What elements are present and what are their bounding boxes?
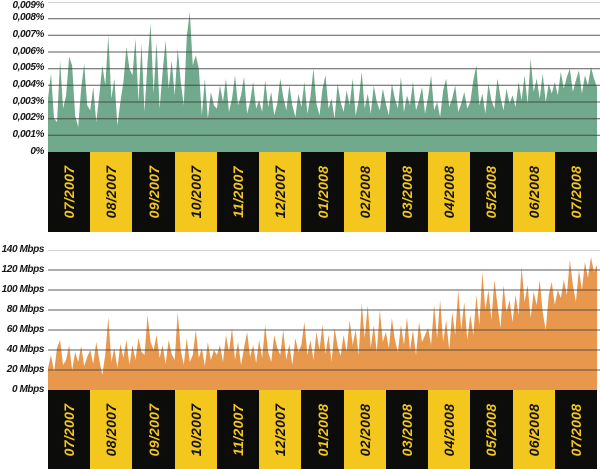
x-axis-month-label: 02/2008 (356, 403, 373, 456)
x-axis-month-block: 07/2007 (48, 390, 91, 469)
x-axis-month-block: 09/2007 (132, 152, 175, 232)
x-axis-month-block: 06/2008 (512, 152, 555, 232)
x-axis-month-label: 05/2008 (483, 403, 500, 456)
x-axis-month-label: 04/2008 (441, 165, 458, 219)
x-axis-month-block: 12/2007 (259, 152, 302, 232)
x-axis-month-label: 04/2008 (441, 403, 458, 456)
y-tick-label: 0,007% (12, 28, 44, 40)
x-axis-month-label: 03/2008 (398, 165, 415, 219)
packet-loss-percent-plot-area (48, 2, 600, 152)
y-tick-label: 120 Mbps (1, 263, 45, 275)
x-axis-month-block: 03/2008 (385, 152, 429, 232)
x-axis-month-block: 04/2008 (428, 152, 471, 232)
x-axis-month-block: 01/2008 (301, 390, 344, 469)
y-tick-label: 60 Mbps (6, 323, 45, 335)
x-axis-month-block: 02/2008 (343, 390, 386, 469)
x-axis-month-label: 10/2007 (187, 403, 204, 456)
x-axis-month-label: 07/2008 (567, 165, 584, 219)
x-axis-month-block: 08/2007 (90, 152, 133, 232)
x-axis-month-label: 10/2007 (187, 165, 204, 219)
x-axis-month-block: 02/2008 (343, 152, 386, 232)
x-axis-month-label: 09/2007 (145, 165, 162, 219)
y-tick-label: 0,001% (12, 128, 44, 140)
x-axis-month-label: 07/2007 (61, 165, 78, 219)
x-axis-month-label: 08/2007 (103, 165, 120, 219)
x-axis-month-block: 11/2007 (216, 152, 260, 232)
x-axis-month-label: 02/2008 (356, 165, 373, 219)
y-tick-label: 140 Mbps (1, 243, 45, 255)
x-axis-month-block: 04/2008 (428, 390, 471, 469)
x-axis-month-block: 07/2008 (554, 152, 598, 232)
x-axis-month-block: 01/2008 (301, 152, 344, 232)
y-tick-label: 0,005% (12, 62, 44, 74)
x-axis-month-block: 12/2007 (259, 390, 302, 469)
x-axis-month-label: 12/2007 (272, 403, 289, 456)
x-axis-month-label: 11/2007 (230, 166, 247, 218)
throughput-mbps-plot-area (48, 250, 600, 390)
x-axis-month-label: 06/2008 (525, 403, 542, 456)
x-axis-month-label: 11/2007 (230, 403, 247, 456)
y-tick-label: 0,003% (12, 95, 44, 107)
x-axis-month-label: 01/2008 (314, 165, 331, 219)
y-tick-label: 0,006% (12, 45, 44, 57)
y-tick-label: 80 Mbps (6, 303, 45, 315)
packet-loss-percent-x-axis: 07/2007 08/2007 09/2007 10/2007 11/2007 12/20… (48, 152, 598, 232)
x-axis-month-block: 05/2008 (470, 390, 513, 469)
x-axis-month-block: 10/2007 (174, 390, 217, 469)
x-axis-month-block: 07/2008 (554, 390, 598, 469)
x-axis-month-block: 05/2008 (470, 152, 513, 232)
x-axis-month-label: 01/2008 (314, 403, 331, 456)
x-axis-month-block: 06/2008 (512, 390, 555, 469)
x-axis-month-block: 09/2007 (132, 390, 175, 469)
x-axis-month-block: 11/2007 (216, 390, 260, 469)
x-axis-month-label: 06/2008 (525, 165, 542, 219)
y-tick-label: 0 Mbps (11, 383, 44, 395)
y-tick-label: 0,009% (12, 0, 44, 11)
x-axis-month-block: 08/2007 (90, 390, 133, 469)
x-axis-month-block: 03/2008 (385, 390, 429, 469)
x-axis-month-label: 07/2007 (61, 403, 78, 456)
x-axis-month-block: 10/2007 (174, 152, 217, 232)
packet-loss-percent-y-axis: 0,009% 0,008% 0,007% 0,006% 0,005% 0,004% 0,00… (0, 0, 45, 469)
throughput-mbps-area-series (48, 257, 597, 390)
y-tick-label: 0% (30, 145, 44, 157)
x-axis-month-label: 07/2008 (567, 403, 584, 456)
y-tick-label: 100 Mbps (1, 283, 45, 295)
y-tick-label: 0,008% (12, 12, 44, 24)
y-tick-label: 0,002% (12, 112, 44, 124)
y-tick-label: 0,004% (12, 78, 44, 90)
x-axis-month-label: 12/2007 (272, 165, 289, 219)
throughput-mbps-x-axis: 07/2007 08/2007 09/2007 10/2007 11/2007 12/20… (48, 390, 598, 469)
x-axis-month-block: 07/2007 (48, 152, 91, 232)
throughput-mbps-y-axis: 140 Mbps 120 Mbps 100 Mbps 80 Mbps 60 Mbps 40… (0, 0, 45, 469)
y-tick-label: 20 Mbps (6, 363, 45, 375)
x-axis-month-label: 03/2008 (398, 403, 415, 456)
x-axis-month-label: 05/2008 (483, 165, 500, 219)
x-axis-month-label: 08/2007 (103, 403, 120, 456)
y-tick-label: 40 Mbps (6, 343, 45, 355)
x-axis-month-label: 09/2007 (145, 403, 162, 456)
packet-loss-percent-area-series (48, 12, 597, 152)
